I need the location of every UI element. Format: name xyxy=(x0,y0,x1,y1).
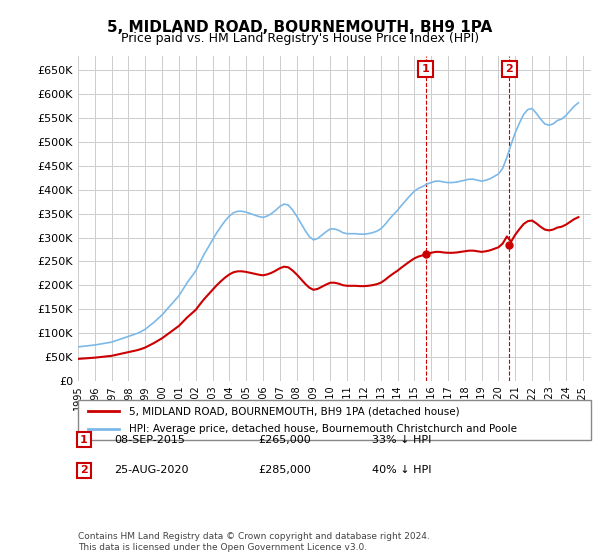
Text: Price paid vs. HM Land Registry's House Price Index (HPI): Price paid vs. HM Land Registry's House … xyxy=(121,32,479,45)
Text: 5, MIDLAND ROAD, BOURNEMOUTH, BH9 1PA (detached house): 5, MIDLAND ROAD, BOURNEMOUTH, BH9 1PA (d… xyxy=(130,407,460,417)
Text: 33% ↓ HPI: 33% ↓ HPI xyxy=(372,435,431,445)
Text: 5, MIDLAND ROAD, BOURNEMOUTH, BH9 1PA: 5, MIDLAND ROAD, BOURNEMOUTH, BH9 1PA xyxy=(107,20,493,35)
Text: 40% ↓ HPI: 40% ↓ HPI xyxy=(372,465,431,475)
Text: 1: 1 xyxy=(422,64,430,74)
Text: HPI: Average price, detached house, Bournemouth Christchurch and Poole: HPI: Average price, detached house, Bour… xyxy=(130,423,517,433)
Text: 08-SEP-2015: 08-SEP-2015 xyxy=(114,435,185,445)
Text: £285,000: £285,000 xyxy=(258,465,311,475)
Text: 2: 2 xyxy=(80,465,88,475)
Text: Contains HM Land Registry data © Crown copyright and database right 2024.
This d: Contains HM Land Registry data © Crown c… xyxy=(78,532,430,552)
Text: £265,000: £265,000 xyxy=(258,435,311,445)
Text: 25-AUG-2020: 25-AUG-2020 xyxy=(114,465,188,475)
FancyBboxPatch shape xyxy=(78,400,591,440)
Text: 2: 2 xyxy=(506,64,513,74)
Text: 1: 1 xyxy=(80,435,88,445)
